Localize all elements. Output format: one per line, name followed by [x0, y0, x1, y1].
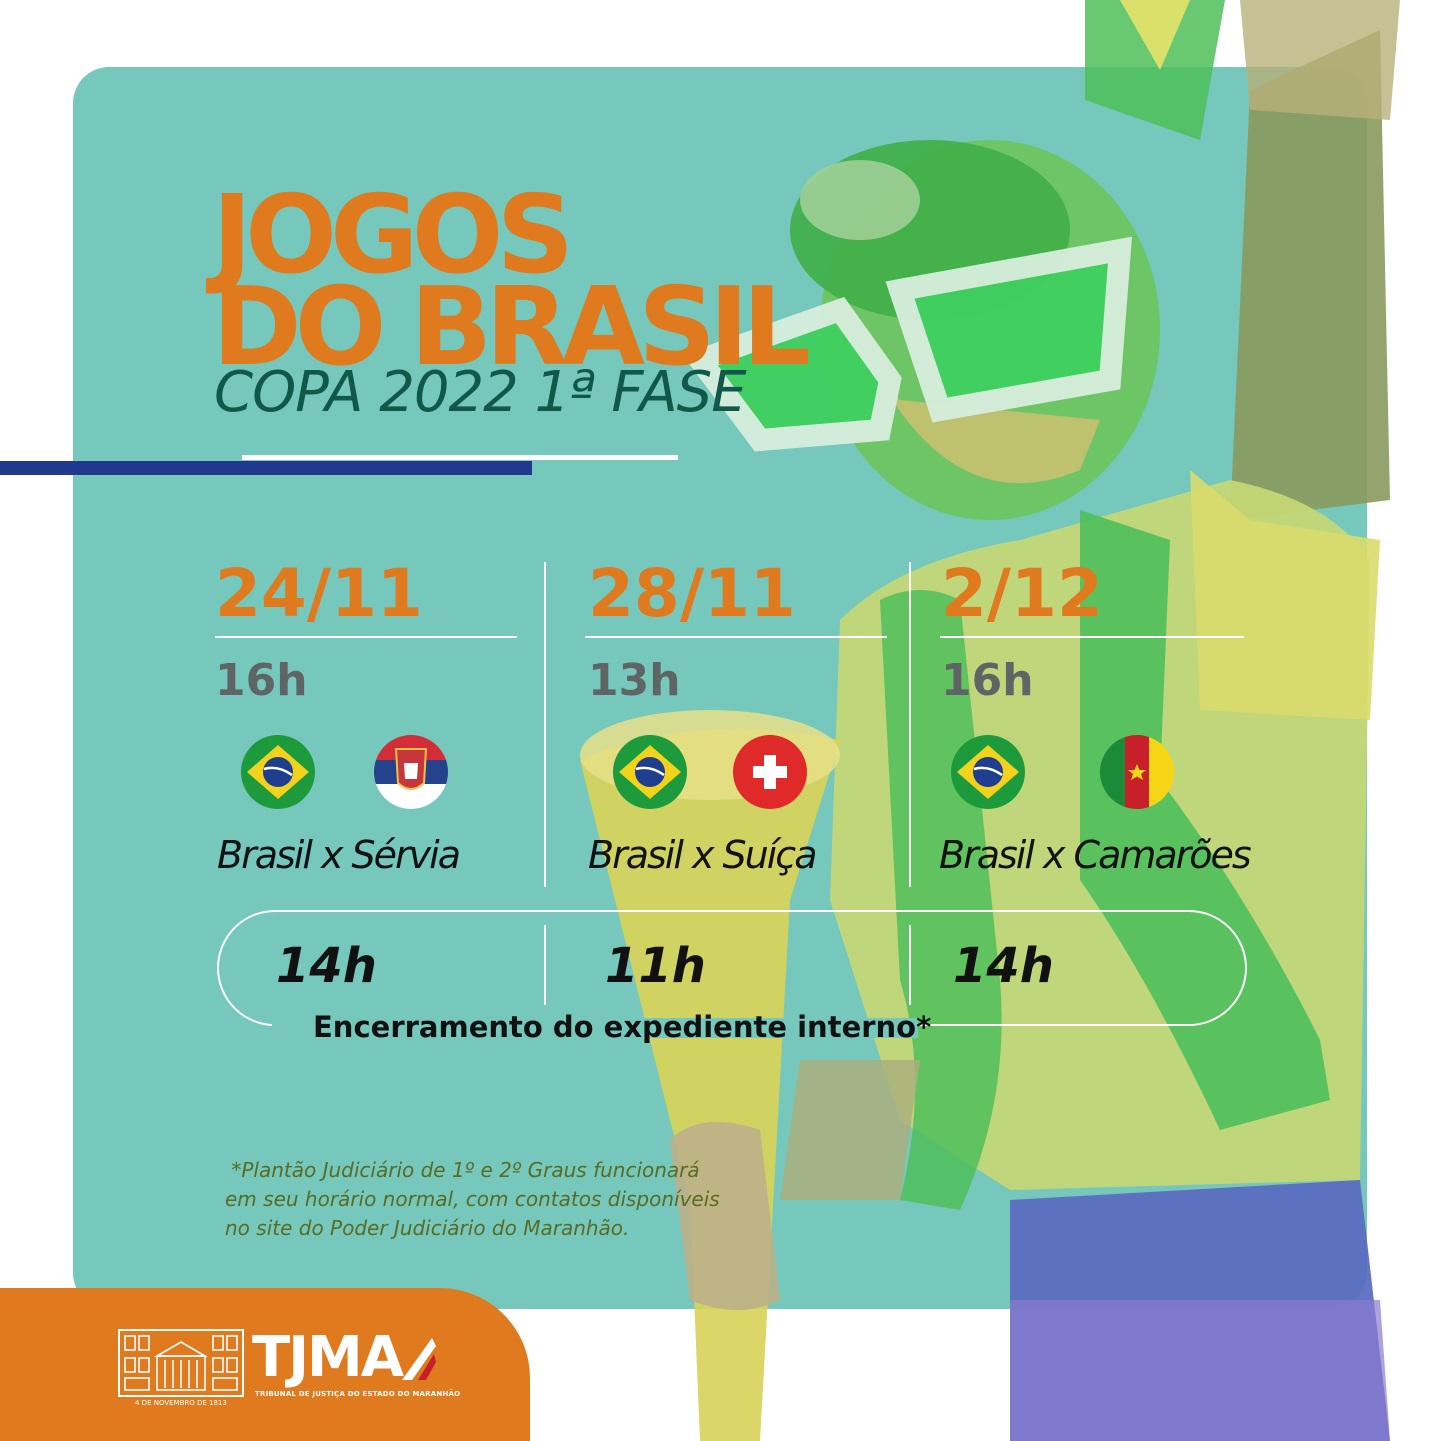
footnote-line-1: *Plantão Judiciário de 1º e 2º Graus fun…: [225, 1158, 700, 1182]
footer-bar: [0, 1288, 530, 1441]
column-divider-1: [544, 562, 546, 887]
switzerland-flag-icon: [733, 735, 807, 809]
title-line-2: DO BRASIL: [212, 265, 811, 390]
brazil-flag-icon: [241, 735, 315, 809]
game-1-closing-time: 14h: [276, 938, 377, 994]
serbia-flag-icon: [374, 735, 448, 809]
game-1-match: Brasil x Sérvia: [217, 833, 461, 877]
closing-label: Encerramento do expediente interno*: [313, 1010, 932, 1044]
subtitle: COPA 2022 1ª FASE: [214, 360, 747, 425]
title-line-1: JOGOS: [212, 173, 574, 298]
game-3-date: 2/12: [941, 555, 1103, 632]
game-2-time: 13h: [588, 655, 681, 706]
logo-founded-date: 4 DE NOVEMBRO DE 1813: [135, 1399, 227, 1407]
closing-divider-2: [909, 925, 911, 1005]
game-2-underline: [585, 636, 887, 638]
closing-divider-1: [544, 925, 546, 1005]
column-divider-2: [909, 562, 911, 887]
brazil-flag-icon: [613, 735, 687, 809]
logo-name: TJMA: [252, 1325, 404, 1390]
game-3-match: Brasil x Camarões: [939, 833, 1252, 877]
game-3-closing-time: 14h: [953, 938, 1054, 994]
blue-divider-bar: [0, 461, 532, 475]
game-2-match: Brasil x Suíça: [588, 833, 817, 877]
game-3-underline: [940, 636, 1244, 638]
brazil-flag-icon: [951, 735, 1025, 809]
outline-gap: [272, 1018, 918, 1038]
game-2-closing-time: 11h: [605, 938, 706, 994]
cameroon-flag-icon: [1100, 735, 1174, 809]
game-1-time: 16h: [215, 655, 308, 706]
game-1-underline: [215, 636, 517, 638]
logo-subtitle: TRIBUNAL DE JUSTIÇA DO ESTADO DO MARANHÃ…: [255, 1390, 461, 1398]
game-3-time: 16h: [941, 655, 1034, 706]
game-1-date: 24/11: [215, 555, 423, 632]
white-divider-bar: [242, 455, 678, 460]
game-2-date: 28/11: [588, 555, 796, 632]
courthouse-logo-icon: [118, 1329, 244, 1397]
footnote-line-3: no site do Poder Judiciário do Maranhão.: [225, 1216, 630, 1240]
footnote-line-2: em seu horário normal, com contatos disp…: [225, 1187, 720, 1211]
maranhao-flag-mark-icon: [402, 1338, 436, 1380]
